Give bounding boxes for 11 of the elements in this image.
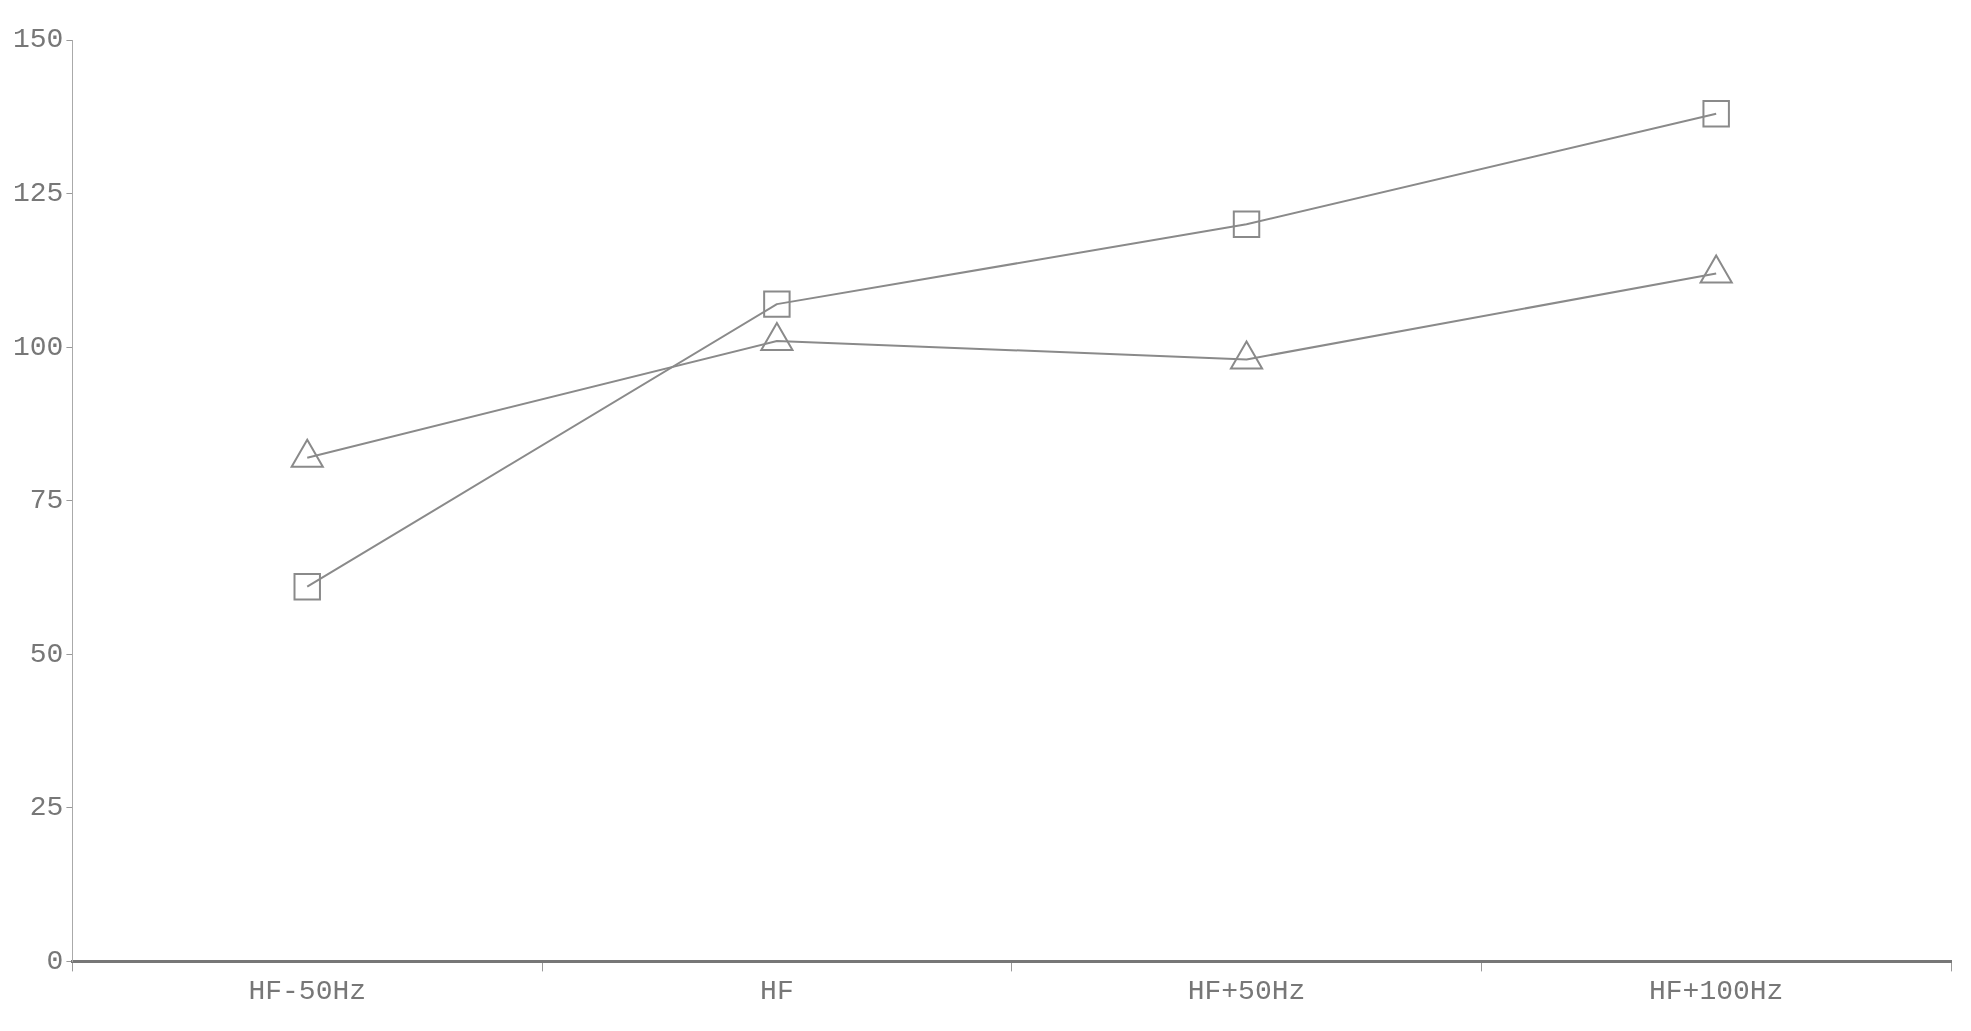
y-tick-label: 100 <box>12 331 64 363</box>
y-tick-label: 50 <box>29 638 64 670</box>
y-tick-label: 125 <box>12 177 64 209</box>
x-tick-label: HF-50Hz <box>248 975 367 1007</box>
y-tick-label: 150 <box>12 24 64 56</box>
y-tick-label: 0 <box>46 945 64 977</box>
x-tick-label: HF <box>760 975 794 1007</box>
y-tick-label: 75 <box>29 485 64 517</box>
y-tick-label: 25 <box>29 792 64 824</box>
x-tick-label: HF+50Hz <box>1187 975 1306 1007</box>
x-tick-label: HF+100Hz <box>1648 975 1784 1007</box>
